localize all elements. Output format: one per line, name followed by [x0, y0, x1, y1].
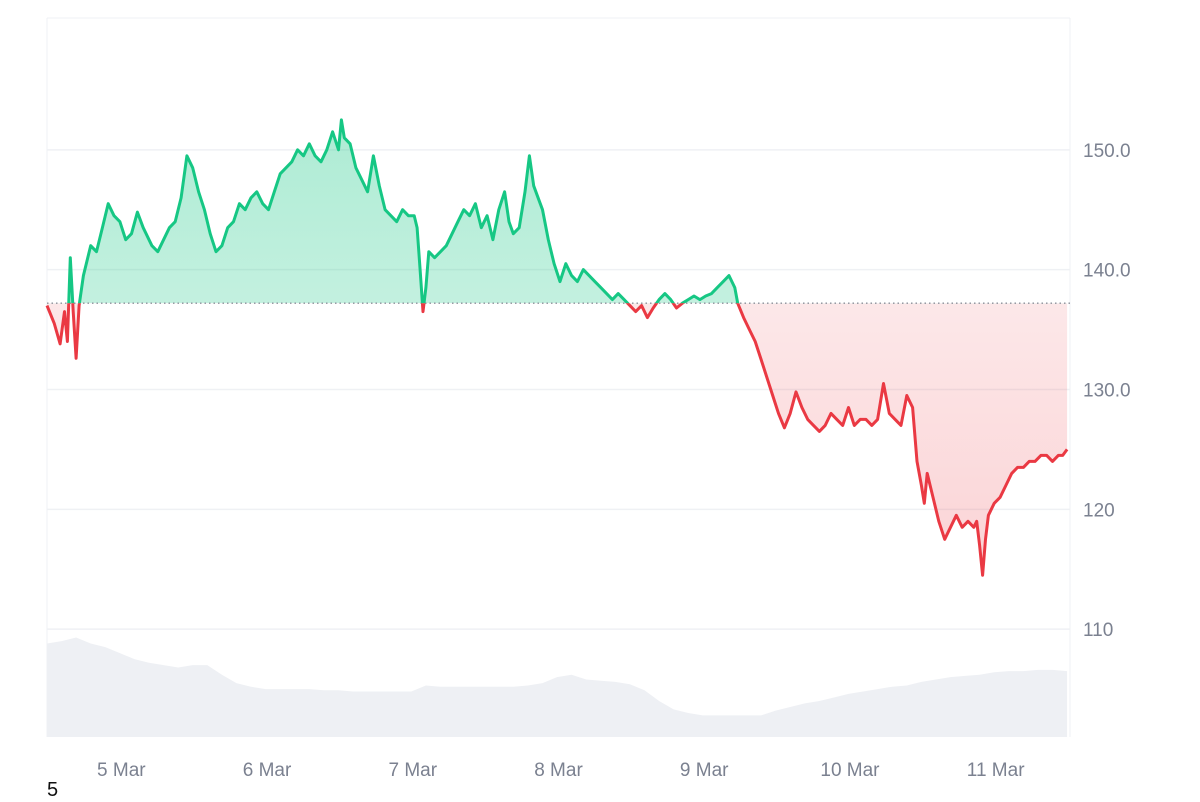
x-tick-label: 10 Mar: [820, 760, 880, 781]
y-tick-label: 150.0: [1083, 141, 1131, 162]
area-above-baseline: [47, 119, 1068, 304]
x-tick-label: 5 Mar: [97, 760, 146, 781]
x-tick-label: 9 Mar: [680, 760, 729, 781]
y-axis: 150.0 140.0 130.0 120 110: [1083, 141, 1131, 641]
x-axis: 5 Mar 6 Mar 7 Mar 8 Mar 9 Mar 10 Mar 11 Mar: [97, 760, 1025, 781]
corner-label: 5: [47, 779, 59, 801]
y-tick-label: 130.0: [1083, 380, 1131, 401]
price-area-fill: [47, 119, 1068, 576]
price-line-down: [45, 303, 1069, 577]
y-tick-label: 120: [1083, 500, 1115, 521]
volume-area: [47, 637, 1068, 737]
price-line: [45, 118, 1069, 577]
area-below-baseline: [47, 303, 1068, 576]
x-tick-label: 8 Mar: [534, 760, 583, 781]
x-tick-label: 6 Mar: [243, 760, 292, 781]
y-tick-label: 140.0: [1083, 261, 1131, 282]
price-line-up: [67, 118, 740, 304]
volume-shape: [47, 637, 1068, 737]
y-tick-label: 110: [1083, 620, 1113, 641]
x-tick-label: 11 Mar: [967, 760, 1025, 781]
x-tick-label: 7 Mar: [388, 760, 437, 781]
